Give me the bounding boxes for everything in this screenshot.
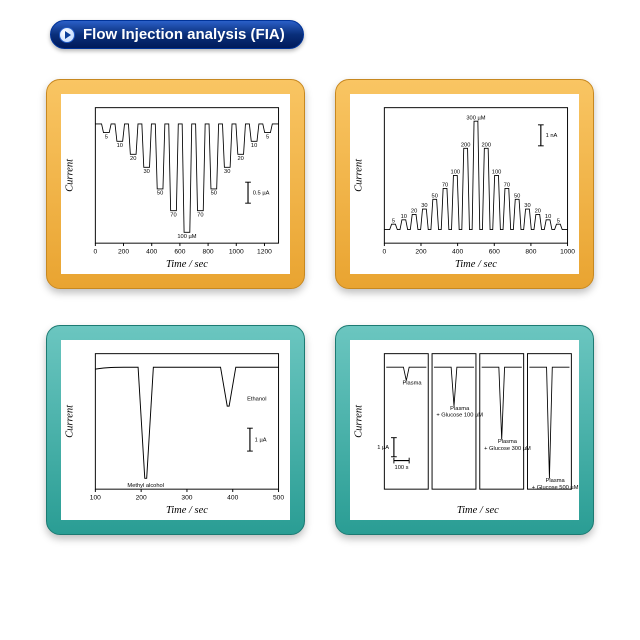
svg-text:1000: 1000 [229,249,244,256]
svg-text:30: 30 [421,203,427,209]
svg-text:400: 400 [452,249,463,256]
svg-text:70: 70 [197,212,203,218]
svg-text:800: 800 [203,249,214,256]
svg-text:1 µA: 1 µA [255,438,267,444]
svg-text:Current: Current [64,158,75,192]
svg-text:300 µM: 300 µM [466,115,485,121]
panel-c: 100 200 300 400 500 Time / sec Current Methyl a… [46,325,305,535]
svg-text:+ Glucose 500 µM: + Glucose 500 µM [532,485,579,491]
svg-text:100: 100 [451,170,461,176]
panel-b: 0 200 400 600 800 1000 Time / sec Current 5 10 20 3… [335,79,594,289]
svg-text:1000: 1000 [560,249,575,256]
svg-text:5: 5 [392,218,395,224]
svg-text:+ Glucose 100 µM: + Glucose 100 µM [436,413,483,419]
svg-text:+ Glucose 300 µM: + Glucose 300 µM [484,446,531,452]
svg-text:Time / sec: Time / sec [457,505,499,516]
svg-text:10: 10 [401,214,407,220]
svg-text:5: 5 [266,134,269,140]
svg-text:400: 400 [146,249,157,256]
svg-text:Current: Current [64,404,75,438]
svg-text:20: 20 [411,209,417,215]
svg-text:20: 20 [130,156,136,162]
svg-text:1 µA: 1 µA [377,445,389,451]
title-button[interactable]: Flow Injection analysis (FIA) [50,20,304,49]
chart-c: 100 200 300 400 500 Time / sec Current Methyl a… [61,340,290,520]
svg-text:30: 30 [224,169,230,175]
svg-text:30: 30 [143,169,149,175]
svg-text:70: 70 [170,212,176,218]
svg-text:100: 100 [90,495,101,502]
svg-text:Current: Current [353,158,364,192]
svg-text:1 nA: 1 nA [546,133,558,139]
svg-text:100 s: 100 s [395,465,409,471]
chart-a: 0 200 400 600 800 1000 1200 Time / sec Current 5 1… [61,94,290,274]
svg-text:50: 50 [514,193,520,199]
svg-text:30: 30 [524,203,530,209]
svg-text:Plasma: Plasma [498,439,518,445]
svg-text:0: 0 [382,249,386,256]
panel-a: 0 200 400 600 800 1000 1200 Time / sec Current 5 1… [46,79,305,289]
svg-text:200: 200 [461,142,471,148]
svg-text:5: 5 [105,134,108,140]
svg-text:50: 50 [432,193,438,199]
svg-text:100: 100 [492,170,502,176]
svg-text:300: 300 [181,495,192,502]
svg-text:Methyl alcohol: Methyl alcohol [127,483,164,489]
chart-b: 0 200 400 600 800 1000 Time / sec Current 5 10 20 3… [350,94,579,274]
svg-text:200: 200 [481,142,491,148]
svg-text:Time / sec: Time / sec [166,505,208,516]
svg-text:Plasma: Plasma [546,478,566,484]
svg-text:200: 200 [415,249,426,256]
svg-text:Time / sec: Time / sec [455,259,497,270]
svg-text:5: 5 [557,218,560,224]
svg-text:0.5 µA: 0.5 µA [253,191,270,197]
chart-d: CurrentTime / secPlasmaPlasma+ Glucose 1… [350,340,579,520]
svg-text:600: 600 [489,249,500,256]
svg-text:70: 70 [442,183,448,189]
svg-text:Current: Current [353,404,364,438]
svg-text:50: 50 [157,191,163,197]
svg-text:1200: 1200 [257,249,272,256]
play-icon [59,27,75,43]
svg-text:70: 70 [504,183,510,189]
svg-text:20: 20 [238,156,244,162]
svg-text:20: 20 [535,209,541,215]
svg-text:Plasma: Plasma [450,406,470,412]
svg-text:10: 10 [117,143,123,149]
svg-text:Plasma: Plasma [402,380,422,386]
svg-text:10: 10 [251,143,257,149]
svg-text:0: 0 [93,249,97,256]
svg-text:100 µM: 100 µM [177,234,196,240]
svg-text:Time / sec: Time / sec [166,259,208,270]
title-text: Flow Injection analysis (FIA) [83,26,285,43]
svg-text:200: 200 [118,249,129,256]
svg-text:500: 500 [273,495,284,502]
svg-text:200: 200 [136,495,147,502]
svg-text:Ethanol: Ethanol [247,396,266,402]
panel-d: CurrentTime / secPlasmaPlasma+ Glucose 1… [335,325,594,535]
svg-text:600: 600 [174,249,185,256]
svg-text:50: 50 [211,191,217,197]
svg-text:10: 10 [545,214,551,220]
svg-text:800: 800 [525,249,536,256]
svg-text:400: 400 [227,495,238,502]
chart-grid: 020040060080010001200Time / secCurrent51… [20,69,620,545]
